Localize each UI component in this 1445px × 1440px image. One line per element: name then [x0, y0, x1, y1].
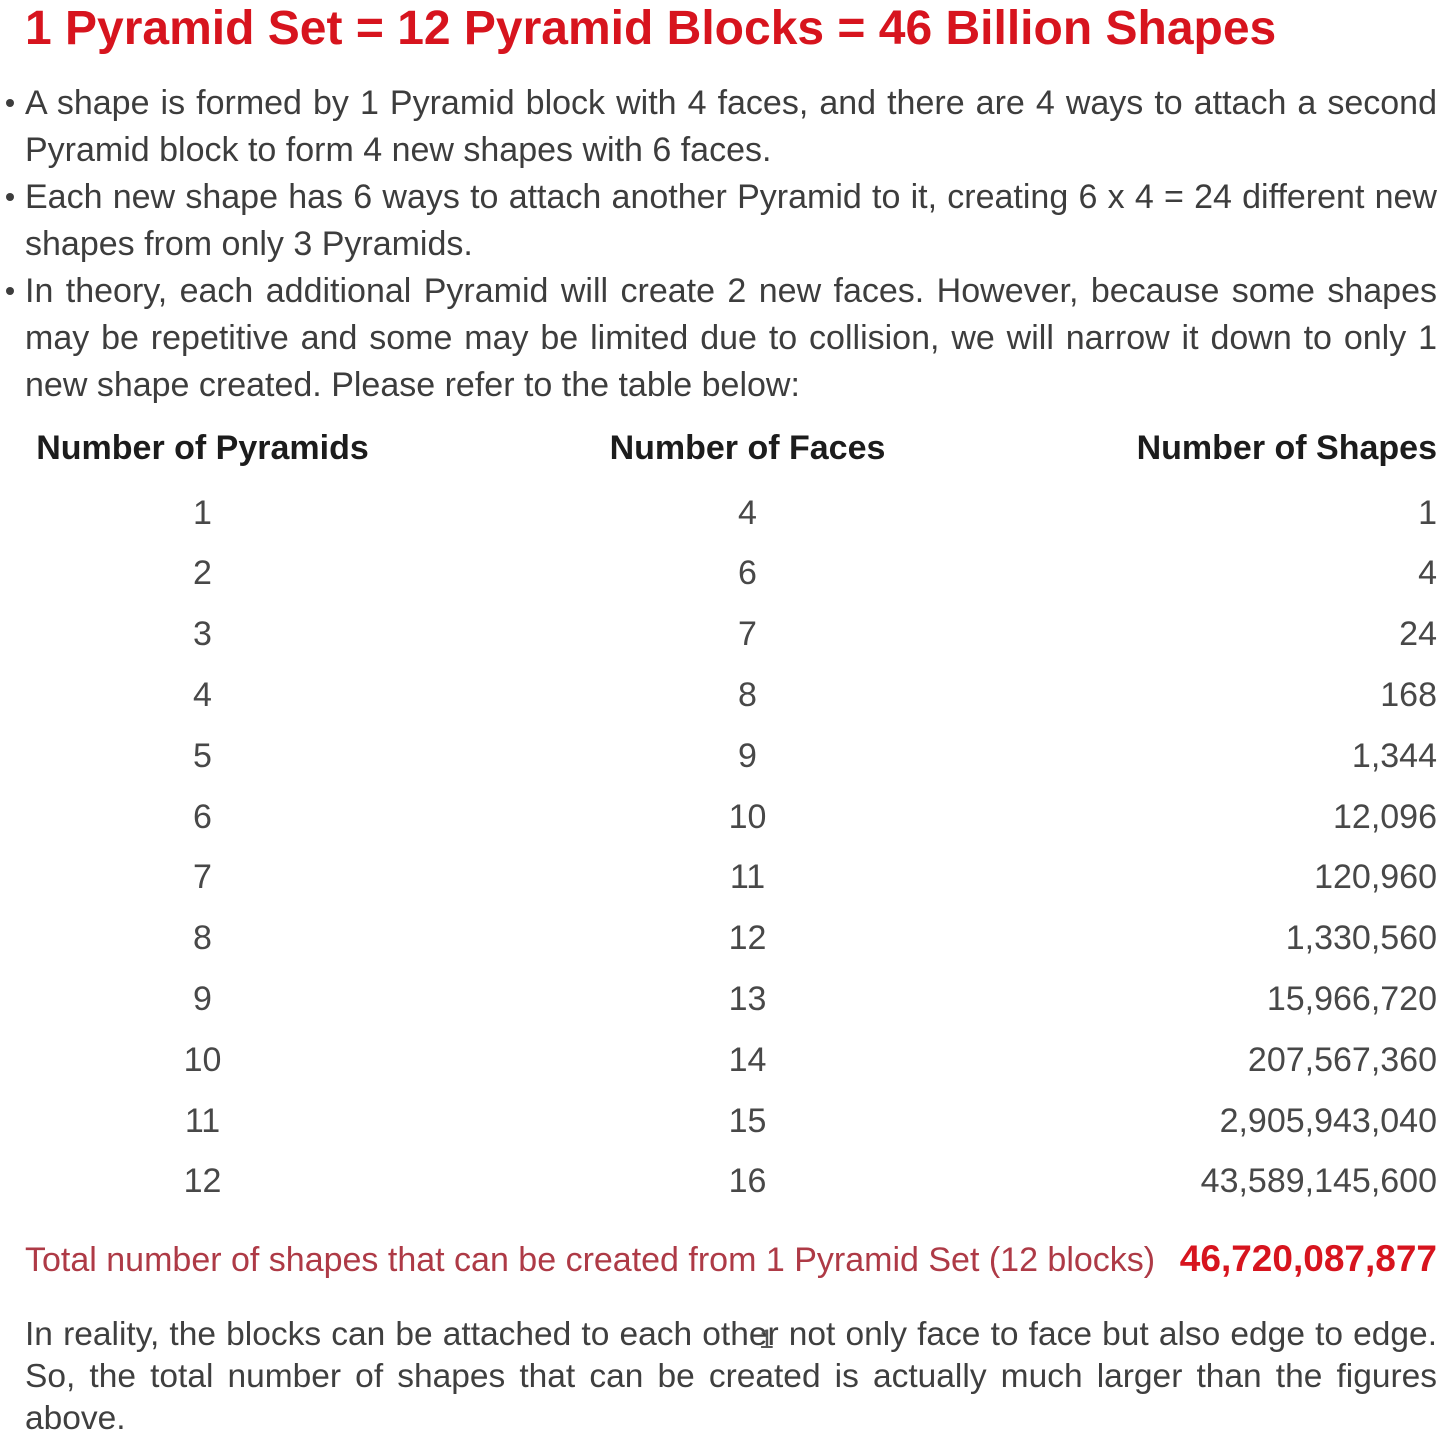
bullet-dot-icon — [6, 192, 14, 201]
cell-pyramids: 1 — [193, 493, 212, 532]
table-row: 12 16 43,589,145,600 — [25, 1152, 1437, 1213]
cell-shapes: 168 — [1380, 676, 1437, 715]
cell-pyramids: 3 — [193, 615, 212, 654]
cell-shapes: 24 — [1399, 615, 1437, 654]
cell-faces: 8 — [738, 676, 757, 715]
cell-shapes: 15,966,720 — [1266, 980, 1437, 1019]
intro-bullets: A shape is formed by 1 Pyramid block wit… — [6, 80, 1437, 409]
cell-faces: 12 — [728, 919, 767, 958]
total-label: Total number of shapes that can be creat… — [25, 1241, 1156, 1280]
cell-pyramids: 9 — [193, 980, 212, 1019]
page-title: 1 Pyramid Set = 12 Pyramid Blocks = 46 B… — [25, 2, 1277, 55]
bullet-item: Each new shape has 6 ways to attach anot… — [6, 174, 1437, 268]
table-row: 7 11 120,960 — [25, 848, 1437, 909]
page-number: 1 — [759, 1324, 775, 1354]
table-row: 11 15 2,905,943,040 — [25, 1091, 1437, 1152]
table-row: 6 10 12,096 — [25, 787, 1437, 848]
bullet-dot-icon — [6, 286, 14, 295]
table-row: 2 6 4 — [25, 544, 1437, 605]
cell-pyramids: 10 — [183, 1040, 222, 1079]
table-row: 1 4 1 — [25, 483, 1437, 544]
cell-faces: 11 — [729, 858, 766, 897]
table-row: 3 7 24 — [25, 604, 1437, 665]
cell-pyramids: 2 — [193, 554, 212, 593]
table-row: 9 13 15,966,720 — [25, 969, 1437, 1030]
cell-faces: 13 — [728, 980, 767, 1019]
bullet-item: In theory, each additional Pyramid will … — [6, 268, 1437, 409]
cell-faces: 16 — [728, 1162, 767, 1201]
cell-pyramids: 6 — [193, 797, 212, 836]
cell-shapes: 12,096 — [1333, 797, 1437, 836]
bullet-item: A shape is formed by 1 Pyramid block wit… — [6, 80, 1437, 174]
cell-faces: 6 — [738, 554, 757, 593]
cell-faces: 10 — [728, 797, 767, 836]
cell-faces: 9 — [738, 736, 757, 775]
cell-pyramids: 4 — [193, 676, 212, 715]
table-row: 8 12 1,330,560 — [25, 908, 1437, 969]
total-value: 46,720,087,877 — [1179, 1238, 1437, 1280]
cell-shapes: 4 — [1418, 554, 1437, 593]
bullet-text: A shape is formed by 1 Pyramid block wit… — [25, 83, 1437, 169]
cell-shapes: 1,344 — [1351, 736, 1437, 775]
cell-shapes: 207,567,360 — [1247, 1040, 1437, 1079]
table-row: 5 9 1,344 — [25, 726, 1437, 787]
cell-shapes: 120,960 — [1314, 858, 1437, 897]
cell-faces: 14 — [728, 1040, 767, 1079]
bullet-text: Each new shape has 6 ways to attach anot… — [25, 177, 1437, 263]
cell-pyramids: 8 — [193, 919, 212, 958]
column-header-pyramids: Number of Pyramids — [36, 429, 369, 468]
cell-shapes: 1,330,560 — [1285, 919, 1437, 958]
cell-shapes: 2,905,943,040 — [1219, 1101, 1437, 1140]
column-header-shapes: Number of Shapes — [1136, 429, 1437, 468]
cell-shapes: 43,589,145,600 — [1200, 1162, 1437, 1201]
footer-note: In reality, the blocks can be attached t… — [25, 1316, 1437, 1438]
table-row: 10 14 207,567,360 — [25, 1030, 1437, 1091]
table-body: 1 4 1 2 6 4 3 7 24 4 8 168 5 9 1,344 6 — [25, 483, 1437, 1213]
cell-faces: 7 — [738, 615, 757, 654]
shapes-table: Number of Pyramids Number of Faces Numbe… — [25, 425, 1437, 1213]
cell-pyramids: 5 — [193, 736, 212, 775]
column-header-faces: Number of Faces — [609, 429, 886, 468]
cell-pyramids: 11 — [184, 1101, 221, 1140]
table-header-row: Number of Pyramids Number of Faces Numbe… — [25, 425, 1437, 473]
cell-shapes: 1 — [1418, 493, 1437, 532]
cell-faces: 15 — [728, 1101, 767, 1140]
cell-pyramids: 12 — [183, 1162, 222, 1201]
total-row: Total number of shapes that can be creat… — [25, 1238, 1437, 1280]
cell-pyramids: 7 — [193, 858, 212, 897]
bullet-dot-icon — [6, 98, 14, 107]
bullet-text: In theory, each additional Pyramid will … — [25, 271, 1437, 404]
table-row: 4 8 168 — [25, 665, 1437, 726]
cell-faces: 4 — [738, 493, 757, 532]
